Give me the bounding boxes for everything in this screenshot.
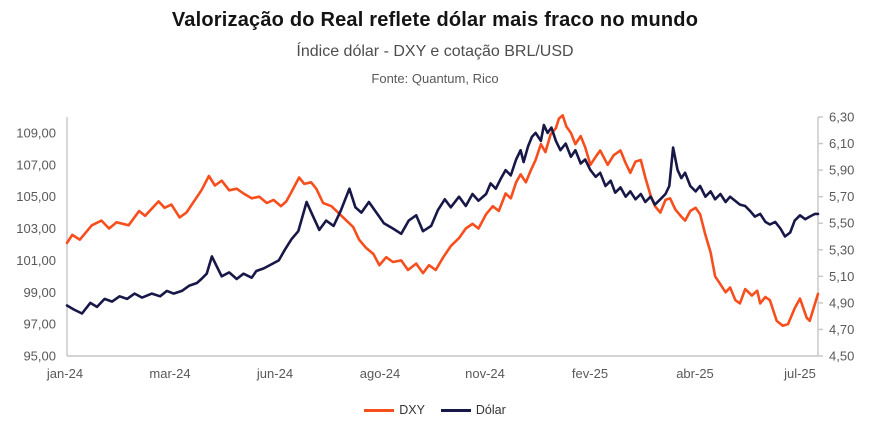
x-tick-label: abr-25 bbox=[676, 366, 714, 381]
y-left-tick-label: 99,00 bbox=[23, 285, 56, 300]
chart-subtitle: Índice dólar - DXY e cotação BRL/USD bbox=[296, 43, 574, 60]
y-right-tick-label: 5,90 bbox=[829, 163, 854, 178]
y-left-tick-label: 95,00 bbox=[23, 349, 56, 364]
y-left-tick-label: 103,00 bbox=[16, 221, 56, 236]
y-left-tick-label: 107,00 bbox=[16, 157, 56, 172]
y-left-tick-label: 97,00 bbox=[23, 317, 56, 332]
x-tick-label: ago-24 bbox=[360, 366, 400, 381]
dxy-series-line bbox=[65, 114, 820, 328]
legend-label-dolar: Dólar bbox=[475, 403, 506, 417]
y-right-tick-label: 4,90 bbox=[829, 295, 854, 310]
y-left-tick-label: 109,00 bbox=[16, 125, 56, 140]
y-right-tick-label: 4,70 bbox=[829, 322, 854, 337]
x-tick-label: jul-25 bbox=[783, 366, 816, 381]
y-left-tick-label: 105,00 bbox=[16, 189, 56, 204]
x-tick-label: jan-24 bbox=[46, 366, 83, 381]
chart-source-note: Fonte: Quantum, Rico bbox=[371, 71, 499, 86]
x-tick-label: jun-24 bbox=[256, 366, 293, 381]
y-right-tick-label: 5,70 bbox=[829, 189, 854, 204]
y-right-tick-label: 5,50 bbox=[829, 216, 854, 231]
page-title: Valorização do Real reflete dólar mais f… bbox=[171, 9, 699, 31]
dolar-series-line bbox=[65, 123, 820, 315]
y-right-tick-label: 5,30 bbox=[829, 242, 854, 257]
chart-legend: DXY Dólar bbox=[0, 401, 870, 419]
y-right-tick-label: 6,30 bbox=[829, 110, 854, 125]
y-right-tick-label: 6,10 bbox=[829, 136, 854, 151]
dolar-line-swatch bbox=[440, 408, 471, 412]
dxy-line-swatch bbox=[364, 408, 395, 412]
legend-item-dxy: DXY bbox=[364, 403, 425, 417]
x-tick-label: fev-25 bbox=[572, 366, 608, 381]
y-right-tick-label: 4,50 bbox=[829, 349, 854, 364]
legend-label-dxy: DXY bbox=[399, 403, 425, 417]
y-right-tick-label: 5,10 bbox=[829, 269, 854, 284]
x-tick-label: mar-24 bbox=[149, 366, 190, 381]
x-tick-label: nov-24 bbox=[465, 366, 505, 381]
legend-item-dolar: Dólar bbox=[440, 403, 506, 417]
y-left-tick-label: 101,00 bbox=[16, 253, 56, 268]
